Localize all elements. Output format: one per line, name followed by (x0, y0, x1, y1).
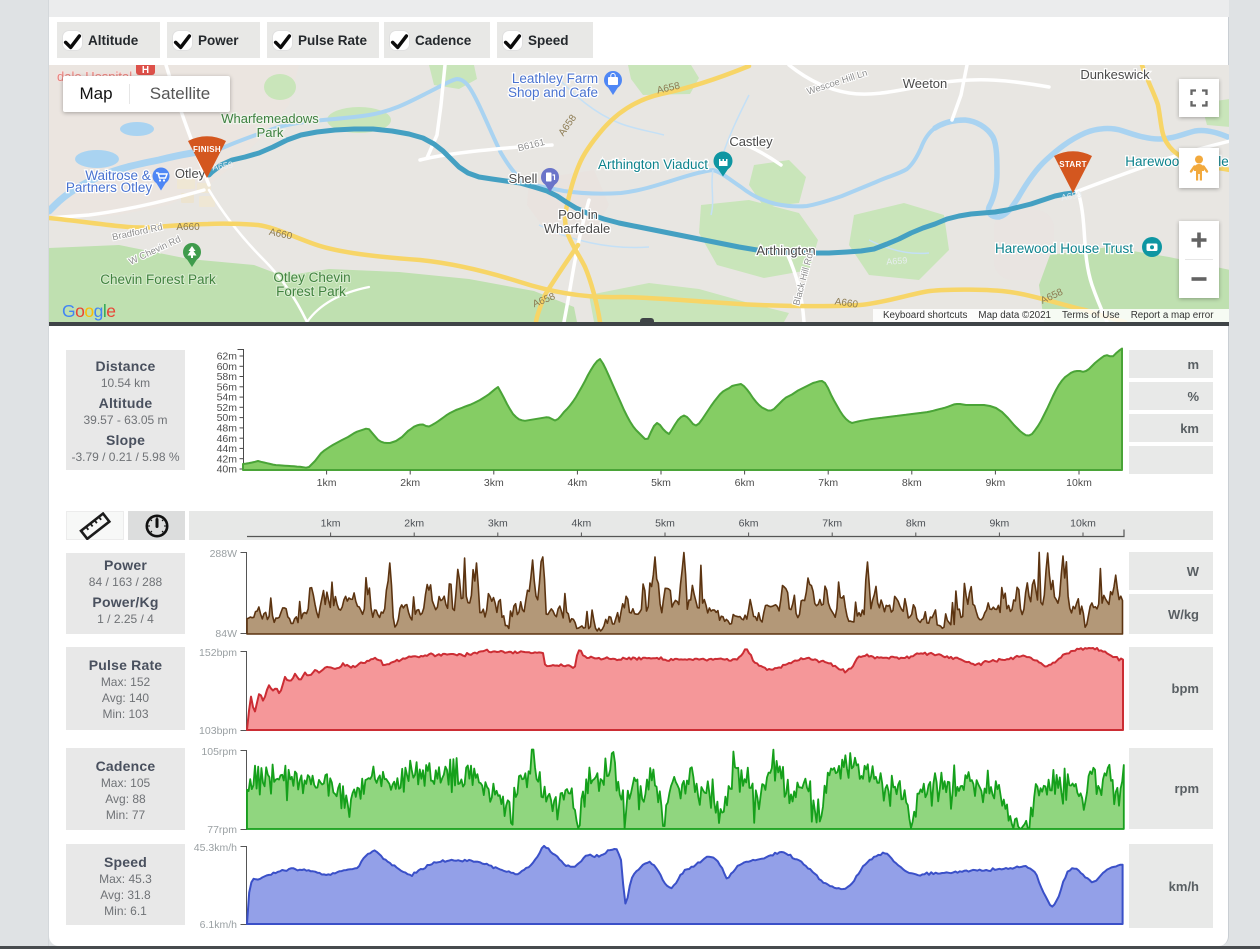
svg-text:A659: A659 (886, 255, 908, 266)
svg-text:50m: 50m (217, 412, 238, 424)
svg-text:Weeton: Weeton (903, 76, 948, 91)
svg-text:4km: 4km (571, 518, 591, 530)
svg-text:A659: A659 (1060, 189, 1082, 203)
svg-text:77rpm: 77rpm (207, 824, 237, 836)
svg-text:7km: 7km (818, 477, 838, 489)
svg-text:Chevin Forest Park: Chevin Forest Park (100, 272, 216, 287)
svg-text:A660: A660 (176, 222, 200, 233)
svg-text:62m: 62m (217, 351, 238, 363)
svg-text:54m: 54m (217, 392, 238, 404)
svg-text:48m: 48m (217, 423, 238, 435)
svg-text:3km: 3km (484, 477, 504, 489)
svg-text:84W: 84W (215, 628, 237, 640)
svg-text:START: START (1059, 160, 1087, 169)
svg-text:8km: 8km (902, 477, 922, 489)
svg-text:9km: 9km (989, 518, 1009, 530)
svg-text:103bpm: 103bpm (199, 725, 237, 737)
svg-text:Dunkeswick: Dunkeswick (1080, 67, 1150, 82)
svg-text:2km: 2km (404, 518, 424, 530)
svg-text:58m: 58m (217, 371, 238, 383)
svg-text:8km: 8km (906, 518, 926, 530)
svg-text:A660: A660 (834, 296, 859, 310)
svg-text:5km: 5km (655, 518, 675, 530)
svg-text:1km: 1km (317, 477, 337, 489)
svg-text:Arthington Viaduct: Arthington Viaduct (598, 157, 708, 172)
svg-text:A659: A659 (211, 160, 233, 173)
svg-text:Partners Otley: Partners Otley (66, 180, 153, 195)
svg-text:44m: 44m (217, 443, 238, 455)
svg-text:9km: 9km (985, 477, 1005, 489)
svg-text:A658: A658 (656, 80, 682, 96)
svg-text:Harewood House Trust: Harewood House Trust (995, 241, 1133, 256)
svg-text:A660: A660 (268, 227, 294, 243)
svg-text:Park: Park (257, 125, 284, 140)
svg-text:10km: 10km (1070, 518, 1096, 530)
svg-text:Pool in: Pool in (558, 207, 598, 222)
svg-text:Forest Park: Forest Park (276, 284, 346, 299)
svg-text:45.3km/h: 45.3km/h (194, 842, 237, 854)
svg-text:6km: 6km (739, 518, 759, 530)
svg-text:152bpm: 152bpm (199, 647, 237, 659)
svg-text:3km: 3km (488, 518, 508, 530)
svg-text:42m: 42m (217, 453, 238, 465)
svg-text:46m: 46m (217, 433, 238, 445)
svg-text:Wharfedale: Wharfedale (544, 221, 610, 236)
svg-text:Arthington: Arthington (756, 243, 815, 258)
svg-text:Castley: Castley (729, 134, 773, 149)
svg-text:Wharfemeadows: Wharfemeadows (221, 111, 319, 126)
svg-text:Otley Chevin: Otley Chevin (273, 270, 350, 285)
svg-text:Otley: Otley (175, 166, 206, 181)
svg-text:FINISH: FINISH (193, 145, 221, 154)
svg-text:Waitrose &: Waitrose & (85, 168, 151, 183)
svg-text:Shell: Shell (509, 171, 538, 186)
svg-text:1km: 1km (321, 518, 341, 530)
svg-text:60m: 60m (217, 361, 238, 373)
svg-text:52m: 52m (217, 402, 238, 414)
svg-text:H: H (142, 65, 149, 76)
svg-text:105rpm: 105rpm (201, 746, 237, 758)
svg-text:56m: 56m (217, 381, 238, 393)
svg-text:6km: 6km (735, 477, 755, 489)
svg-text:Shop and Cafe: Shop and Cafe (508, 85, 598, 100)
svg-text:5km: 5km (651, 477, 671, 489)
svg-text:Leathley Farm: Leathley Farm (512, 71, 598, 86)
svg-text:7km: 7km (822, 518, 842, 530)
svg-text:40m: 40m (217, 464, 238, 476)
svg-text:288W: 288W (210, 548, 238, 560)
svg-text:2km: 2km (400, 477, 420, 489)
svg-text:6.1km/h: 6.1km/h (200, 919, 238, 931)
svg-text:4km: 4km (567, 477, 587, 489)
svg-text:10km: 10km (1066, 477, 1092, 489)
